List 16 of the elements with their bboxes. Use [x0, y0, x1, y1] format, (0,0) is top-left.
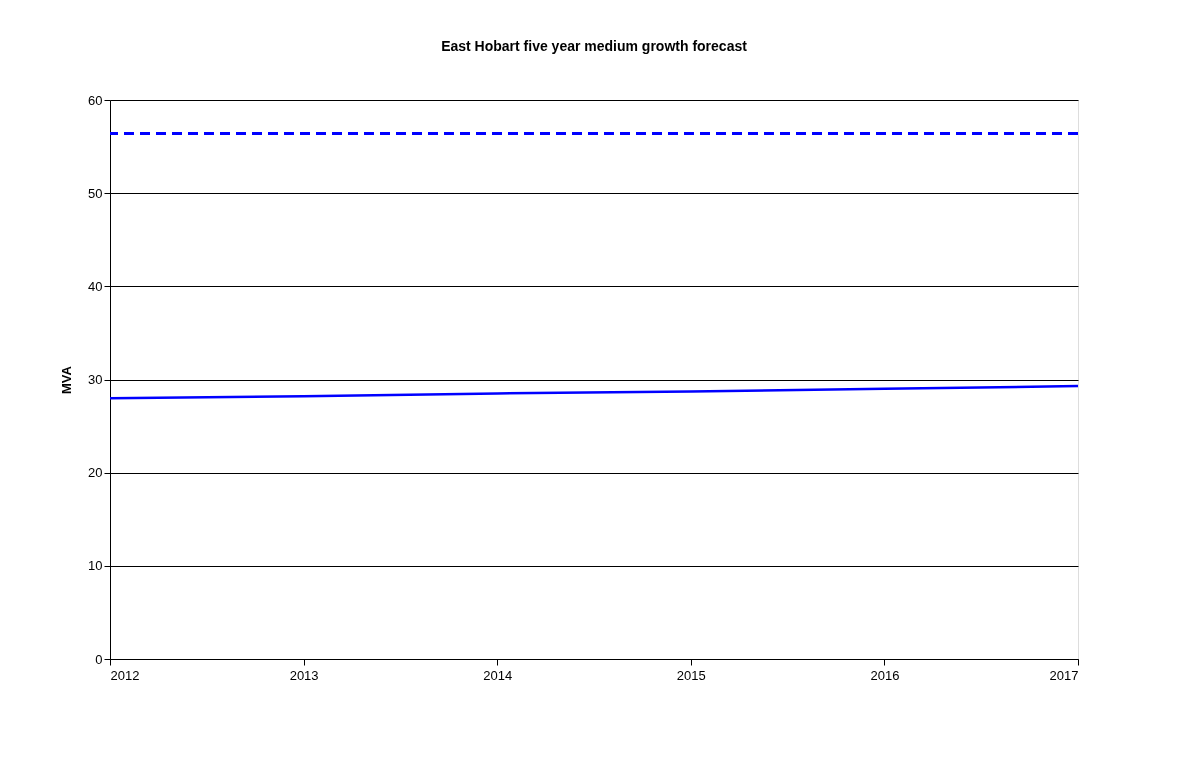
x-tick-label: 2014 — [483, 667, 513, 683]
x-tick-label: 2017 — [1049, 667, 1079, 683]
chart-title: East Hobart five year medium growth forecast — [441, 38, 748, 54]
y-tick-label: 40 — [88, 278, 103, 294]
line-series — [108, 384, 1080, 400]
y-tick-label: 10 — [88, 558, 103, 574]
y-tick-label: 20 — [88, 465, 103, 481]
y-tick-label: 30 — [88, 372, 103, 387]
y-tick-label: 50 — [88, 185, 103, 201]
x-tick-label: 2016 — [870, 667, 900, 683]
x-tick-label: 2013 — [289, 667, 319, 683]
y-tick-label: 0 — [95, 651, 103, 667]
x-tick-label: 2015 — [676, 667, 706, 683]
y-tick-label: 60 — [88, 92, 103, 108]
y-axis-title: MVA — [59, 365, 75, 394]
x-tick-label: 2012 — [110, 667, 140, 683]
